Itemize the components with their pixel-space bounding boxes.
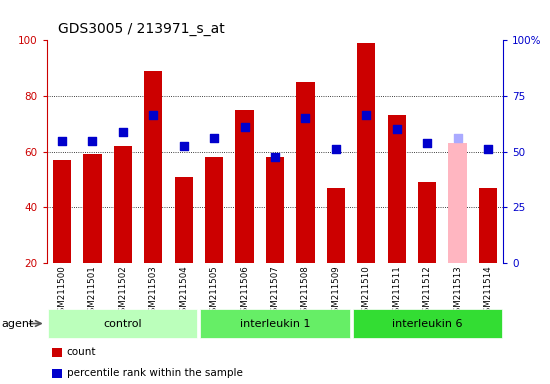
Text: GSM211513: GSM211513 <box>453 265 462 318</box>
Text: GSM211502: GSM211502 <box>118 265 128 318</box>
Bar <box>205 157 223 263</box>
Point <box>210 135 218 141</box>
Text: GSM211511: GSM211511 <box>392 265 402 318</box>
Bar <box>479 188 497 263</box>
Point <box>483 146 492 152</box>
Text: GSM211504: GSM211504 <box>179 265 188 318</box>
Point <box>301 115 310 121</box>
Bar <box>200 309 350 338</box>
Text: GSM211510: GSM211510 <box>362 265 371 318</box>
Point <box>423 140 432 146</box>
Bar <box>48 309 197 338</box>
Text: count: count <box>67 347 96 358</box>
Bar <box>114 146 132 263</box>
Bar <box>327 188 345 263</box>
Text: GSM211507: GSM211507 <box>271 265 279 318</box>
Text: GSM211508: GSM211508 <box>301 265 310 318</box>
Bar <box>296 82 315 263</box>
Text: interleukin 6: interleukin 6 <box>392 318 463 329</box>
Bar <box>235 110 254 263</box>
Text: GSM211512: GSM211512 <box>422 265 432 318</box>
Point <box>118 129 127 135</box>
Bar <box>448 143 467 263</box>
Bar <box>174 177 193 263</box>
Point <box>58 137 67 144</box>
Text: GSM211500: GSM211500 <box>57 265 67 318</box>
Point <box>271 154 279 161</box>
Bar <box>266 157 284 263</box>
Point <box>362 113 371 119</box>
Point <box>149 113 158 119</box>
Bar <box>83 154 102 263</box>
Point <box>88 137 97 144</box>
Text: GSM211503: GSM211503 <box>148 265 158 318</box>
Point <box>453 135 462 141</box>
Text: GSM211509: GSM211509 <box>331 265 340 318</box>
Bar <box>357 43 376 263</box>
Point <box>179 143 188 149</box>
Text: agent: agent <box>2 318 34 329</box>
Bar <box>53 160 71 263</box>
Point <box>240 124 249 130</box>
Bar <box>144 71 162 263</box>
Bar <box>353 309 502 338</box>
Text: GSM211505: GSM211505 <box>210 265 219 318</box>
Point <box>332 146 340 152</box>
Text: percentile rank within the sample: percentile rank within the sample <box>67 368 243 379</box>
Bar <box>388 116 406 263</box>
Text: GDS3005 / 213971_s_at: GDS3005 / 213971_s_at <box>58 23 224 36</box>
Text: control: control <box>103 318 142 329</box>
Text: GSM211514: GSM211514 <box>483 265 493 318</box>
Bar <box>418 182 436 263</box>
Point <box>392 126 401 132</box>
Text: GSM211501: GSM211501 <box>88 265 97 318</box>
Text: interleukin 1: interleukin 1 <box>240 318 310 329</box>
Text: GSM211506: GSM211506 <box>240 265 249 318</box>
